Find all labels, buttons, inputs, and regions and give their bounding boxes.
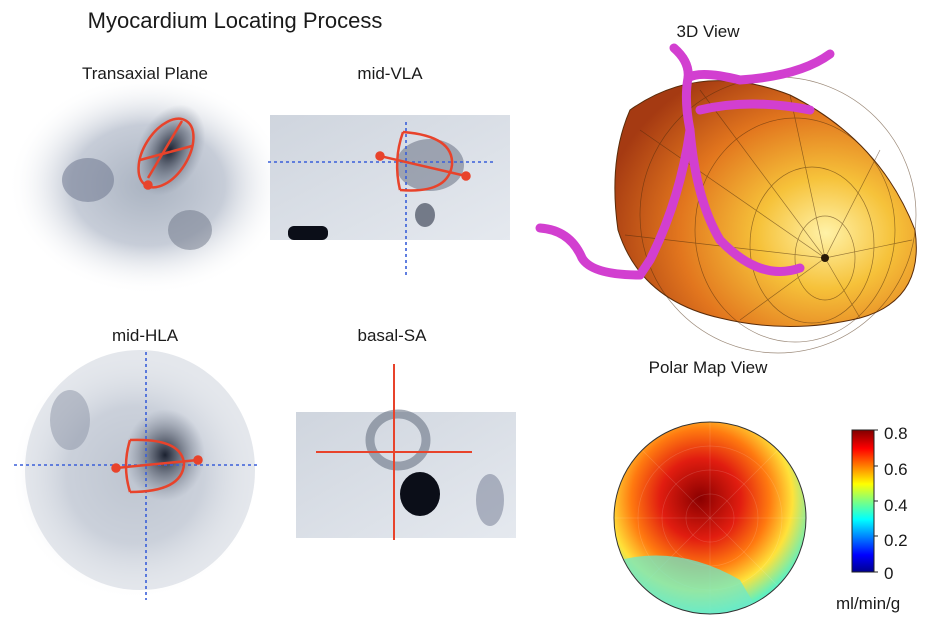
vla-crosshair [268,122,494,278]
colorbar-tick-0.6: 0.6 [884,460,908,479]
3d-coronary-vessels [535,43,835,280]
vla-contour-overlay [375,130,471,192]
colorbar-tick-0.8: 0.8 [884,424,908,443]
3d-view-label: 3D View [676,22,740,41]
basal-sa-label: basal-SA [357,326,427,345]
colorbar-unit-label: ml/min/g [836,594,901,613]
sa-crosshair [316,364,472,540]
colorbar-tick-0.4: 0.4 [884,496,908,515]
polar-map [613,421,807,615]
hla-image [10,350,260,600]
colorbar [851,429,878,573]
3d-heart-model [614,76,917,354]
colorbar-tick-0.2: 0.2 [884,531,908,550]
sa-image [296,409,516,538]
mid-vla-label: mid-VLA [357,64,423,83]
polar-map-label: Polar Map View [648,358,768,377]
colorbar-tick-0: 0 [884,564,894,583]
mid-hla-label: mid-HLA [111,326,179,345]
transaxial-contour-overlay [137,117,195,190]
vla-image [270,115,510,240]
hla-contour-overlay [111,438,203,494]
figure-title: Myocardium Locating Process [87,8,383,33]
